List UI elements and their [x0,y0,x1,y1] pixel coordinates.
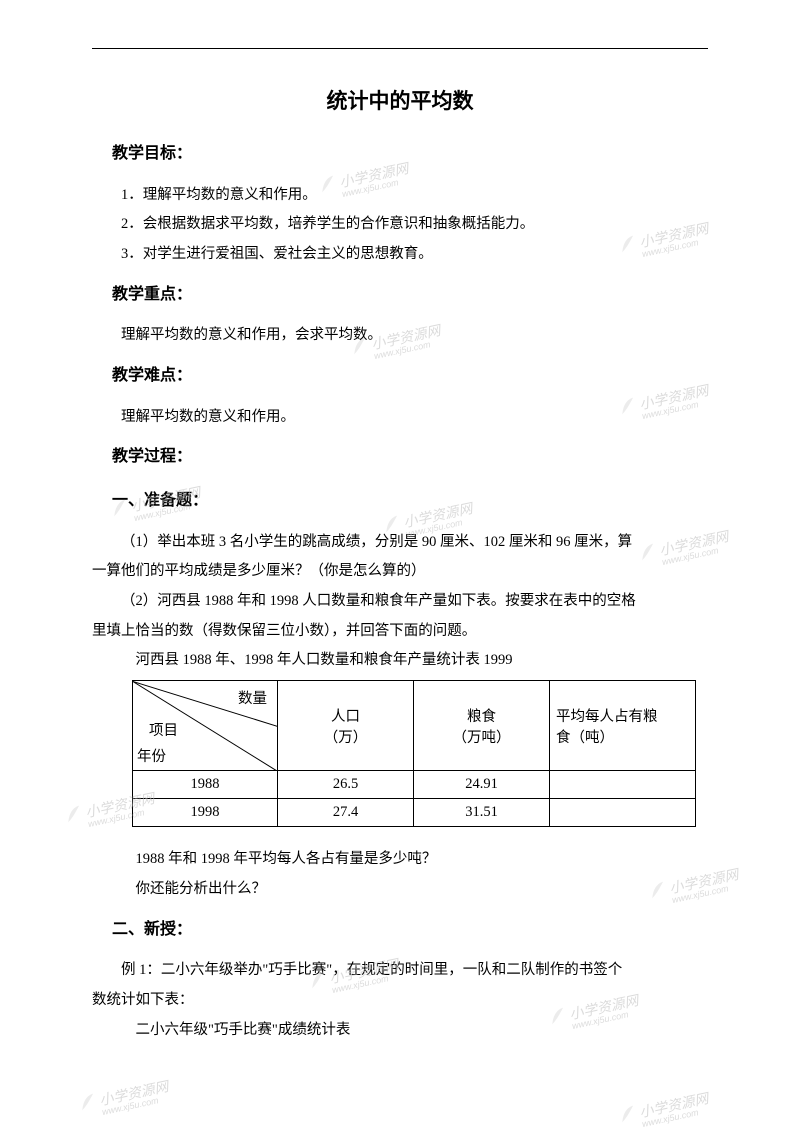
table-caption: 河西县 1988 年、1998 年人口数量和粮食年产量统计表 1999 [92,646,708,676]
heading-key: 教学重点： [112,278,708,312]
table-col-header: 粮食（万吨） [414,681,550,771]
goal-item-3: 3．对学生进行爱祖国、爱社会主义的思想教育。 [92,240,708,270]
watermark: 小学资源网www.xj5u.com [98,1079,172,1118]
table-cell [550,771,696,799]
table-header-diagonal: 数量项目年份 [133,681,278,771]
table-cell: 1988 [133,771,278,799]
table-cell: 26.5 [278,771,414,799]
prep-p2b: 里填上恰当的数（得数保留三位小数），并回答下面的问题。 [92,617,708,647]
heading-new: 二、新授： [112,913,708,947]
new-p1a: 例 1：二小六年级举办"巧手比赛"，在规定的时间里，一队和二队制作的书签个 [92,956,708,986]
watermark: 小学资源网www.xj5u.com [638,1091,712,1130]
heading-prep: 一、准备题： [112,484,708,518]
hard-text: 理解平均数的意义和作用。 [92,403,708,433]
prep-p1b: 一算他们的平均成绩是多少厘米？（你是怎么算的） [92,557,708,587]
table-col-header: 人口（万） [278,681,414,771]
data-table: 数量项目年份人口（万）粮食（万吨）平均每人占有粮食（吨） 198826.524.9… [132,680,708,827]
goal-item-1: 1．理解平均数的意义和作用。 [92,181,708,211]
prep-p1a: （1）举出本班 3 名小学生的跳高成绩，分别是 90 厘米、102 厘米和 96… [92,528,708,558]
heading-goal: 教学目标： [112,137,708,171]
heading-proc: 教学过程： [112,440,708,474]
new-p1b: 数统计如下表： [92,986,708,1016]
table-col-header: 平均每人占有粮食（吨） [550,681,696,771]
key-text: 理解平均数的意义和作用，会求平均数。 [92,321,708,351]
table-cell: 27.4 [278,799,414,827]
table-cell [550,799,696,827]
heading-hard: 教学难点： [112,359,708,393]
table-cell: 31.51 [414,799,550,827]
question-2: 你还能分析出什么？ [92,875,708,905]
new-caption: 二小六年级"巧手比赛"成绩统计表 [92,1016,708,1046]
doc-title: 统计中的平均数 [92,85,708,115]
table-cell: 1998 [133,799,278,827]
table-cell: 24.91 [414,771,550,799]
page-content: 统计中的平均数 教学目标： 1．理解平均数的意义和作用。 2．会根据数据求平均数… [92,48,708,1045]
question-1: 1988 年和 1998 年平均每人各占有量是多少吨？ [92,845,708,875]
prep-p2a: （2）河西县 1988 年和 1998 人口数量和粮食年产量如下表。按要求在表中… [92,587,708,617]
goal-item-2: 2．会根据数据求平均数，培养学生的合作意识和抽象概括能力。 [92,210,708,240]
spacer [92,831,708,845]
